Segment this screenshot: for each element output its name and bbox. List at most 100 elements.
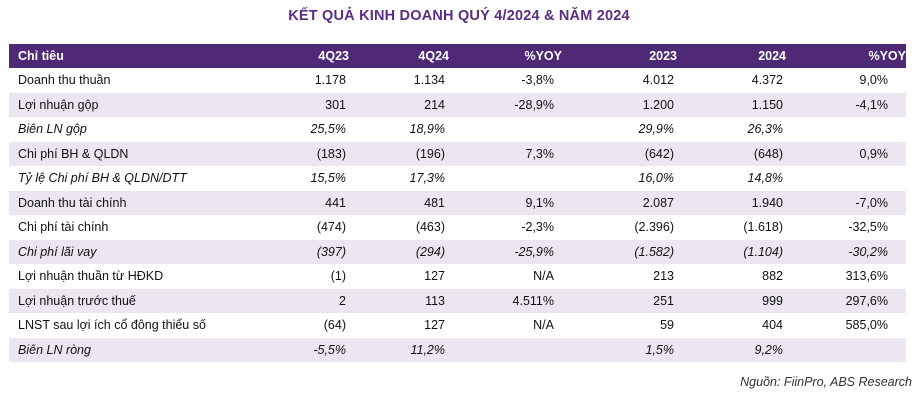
value-quarter-yoy: N/A: [449, 313, 562, 338]
value-2024: 26,3%: [677, 117, 786, 142]
source-note: Nguồn: FiinPro, ABS Research: [740, 375, 912, 389]
value-2024: 4.372: [677, 68, 786, 93]
value-4q24: 127: [349, 264, 449, 289]
value-quarter-yoy: [449, 117, 562, 142]
value-4q24: 113: [349, 288, 449, 313]
value-quarter-yoy: [449, 337, 562, 362]
value-4q24: 18,9%: [349, 117, 449, 142]
row-label: Doanh thu tài chính: [9, 190, 249, 215]
value-year-yoy: [786, 117, 906, 142]
value-quarter-yoy: 9,1%: [449, 190, 562, 215]
value-4q23: 15,5%: [249, 166, 349, 191]
row-label: Doanh thu thuần: [9, 68, 249, 93]
value-year-yoy: 9,0%: [786, 68, 906, 93]
value-4q23: 2: [249, 288, 349, 313]
value-quarter-yoy: 7,3%: [449, 141, 562, 166]
value-4q23: 25,5%: [249, 117, 349, 142]
value-4q24: (463): [349, 215, 449, 240]
value-4q24: (196): [349, 141, 449, 166]
value-2023: 4.012: [562, 68, 677, 93]
value-2024: (1.104): [677, 239, 786, 264]
value-2023: (2.396): [562, 215, 677, 240]
value-4q23: (397): [249, 239, 349, 264]
value-year-yoy: -7,0%: [786, 190, 906, 215]
table-row: Doanh thu tài chính 441 481 9,1% 2.087 1.940-…: [9, 190, 906, 215]
row-label: Biên LN ròng: [9, 337, 249, 362]
table-row: Tỷ lệ Chi phí BH & QLDN/DTT 15,5% 17,3% 16,…: [9, 166, 906, 191]
table-row: Lợi nhuận trước thuế 2 113 4.511% 251 999 297,…: [9, 288, 906, 313]
table-row: Chi phí BH & QLDN (183) (196) 7,3% (642) (648…: [9, 141, 906, 166]
column-header-4q23: 4Q23: [249, 44, 349, 68]
value-2024: 14,8%: [677, 166, 786, 191]
table-row: Chi phí tài chính (474) (463) -2,3% (2.396)(…: [9, 215, 906, 240]
column-header-year-yoy: %YOY: [786, 44, 906, 68]
value-4q24: 11,2%: [349, 337, 449, 362]
value-2023: (1.582): [562, 239, 677, 264]
value-quarter-yoy: -3,8%: [449, 68, 562, 93]
value-4q24: (294): [349, 239, 449, 264]
row-label: Lợi nhuận trước thuế: [9, 288, 249, 313]
value-quarter-yoy: N/A: [449, 264, 562, 289]
value-4q23: (474): [249, 215, 349, 240]
row-label: Lợi nhuận thuần từ HĐKD: [9, 264, 249, 289]
value-4q24: 1.134: [349, 68, 449, 93]
value-2024: 404: [677, 313, 786, 338]
value-quarter-yoy: -28,9%: [449, 92, 562, 117]
value-2023: 59: [562, 313, 677, 338]
value-2023: 213: [562, 264, 677, 289]
table-row: Biên LN ròng -5,5% 11,2% 1,5% 9,2%: [9, 337, 906, 362]
row-label: Lợi nhuận gộp: [9, 92, 249, 117]
value-year-yoy: -30,2%: [786, 239, 906, 264]
value-quarter-yoy: 4.511%: [449, 288, 562, 313]
header-row: Chỉ tiêu 4Q23 4Q24 %YOY 2023 2024 %YOY: [9, 44, 906, 68]
value-2024: 882: [677, 264, 786, 289]
value-year-yoy: -32,5%: [786, 215, 906, 240]
column-header-2024: 2024: [677, 44, 786, 68]
row-label: Biên LN gộp: [9, 117, 249, 142]
column-header-2023: 2023: [562, 44, 677, 68]
table-row: Chi phí lãi vay (397) (294) -25,9% (1.582) (1…: [9, 239, 906, 264]
value-4q23: (183): [249, 141, 349, 166]
value-4q23: 301: [249, 92, 349, 117]
value-4q24: 481: [349, 190, 449, 215]
value-year-yoy: 297,6%: [786, 288, 906, 313]
value-year-yoy: 585,0%: [786, 313, 906, 338]
value-quarter-yoy: [449, 166, 562, 191]
results-table: Chỉ tiêu 4Q23 4Q24 %YOY 2023 2024 %YOY D…: [9, 44, 906, 362]
value-2023: 29,9%: [562, 117, 677, 142]
value-2024: 1.940: [677, 190, 786, 215]
value-year-yoy: -4,1%: [786, 92, 906, 117]
table-body: Doanh thu thuần 1.178 1.134 -3,8% 4.012 4.372…: [9, 68, 906, 362]
value-2023: 16,0%: [562, 166, 677, 191]
row-label: Chi phí BH & QLDN: [9, 141, 249, 166]
value-4q23: (64): [249, 313, 349, 338]
table-row: Biên LN gộp 25,5% 18,9% 29,9% 26,3%: [9, 117, 906, 142]
column-header-quarter-yoy: %YOY: [449, 44, 562, 68]
value-2023: 1.200: [562, 92, 677, 117]
value-year-yoy: [786, 166, 906, 191]
row-label: LNST sau lợi ích cổ đông thiểu số: [9, 313, 249, 338]
table-row: Lợi nhuận thuần từ HĐKD (1) 127 N/A 213 882 31…: [9, 264, 906, 289]
value-2023: 251: [562, 288, 677, 313]
value-2024: 1.150: [677, 92, 786, 117]
value-year-yoy: [786, 337, 906, 362]
value-quarter-yoy: -2,3%: [449, 215, 562, 240]
column-header-4q24: 4Q24: [349, 44, 449, 68]
table-row: LNST sau lợi ích cổ đông thiểu số (64) 127…: [9, 313, 906, 338]
row-label: Chi phí lãi vay: [9, 239, 249, 264]
value-4q24: 17,3%: [349, 166, 449, 191]
value-2024: 9,2%: [677, 337, 786, 362]
value-2024: 999: [677, 288, 786, 313]
value-quarter-yoy: -25,9%: [449, 239, 562, 264]
value-4q23: 441: [249, 190, 349, 215]
value-4q23: -5,5%: [249, 337, 349, 362]
value-2023: 1,5%: [562, 337, 677, 362]
value-year-yoy: 313,6%: [786, 264, 906, 289]
value-2024: (648): [677, 141, 786, 166]
row-label: Tỷ lệ Chi phí BH & QLDN/DTT: [9, 166, 249, 191]
value-2024: (1.618): [677, 215, 786, 240]
value-year-yoy: 0,9%: [786, 141, 906, 166]
column-header-indicator: Chỉ tiêu: [9, 44, 249, 68]
value-4q23: 1.178: [249, 68, 349, 93]
value-2023: 2.087: [562, 190, 677, 215]
